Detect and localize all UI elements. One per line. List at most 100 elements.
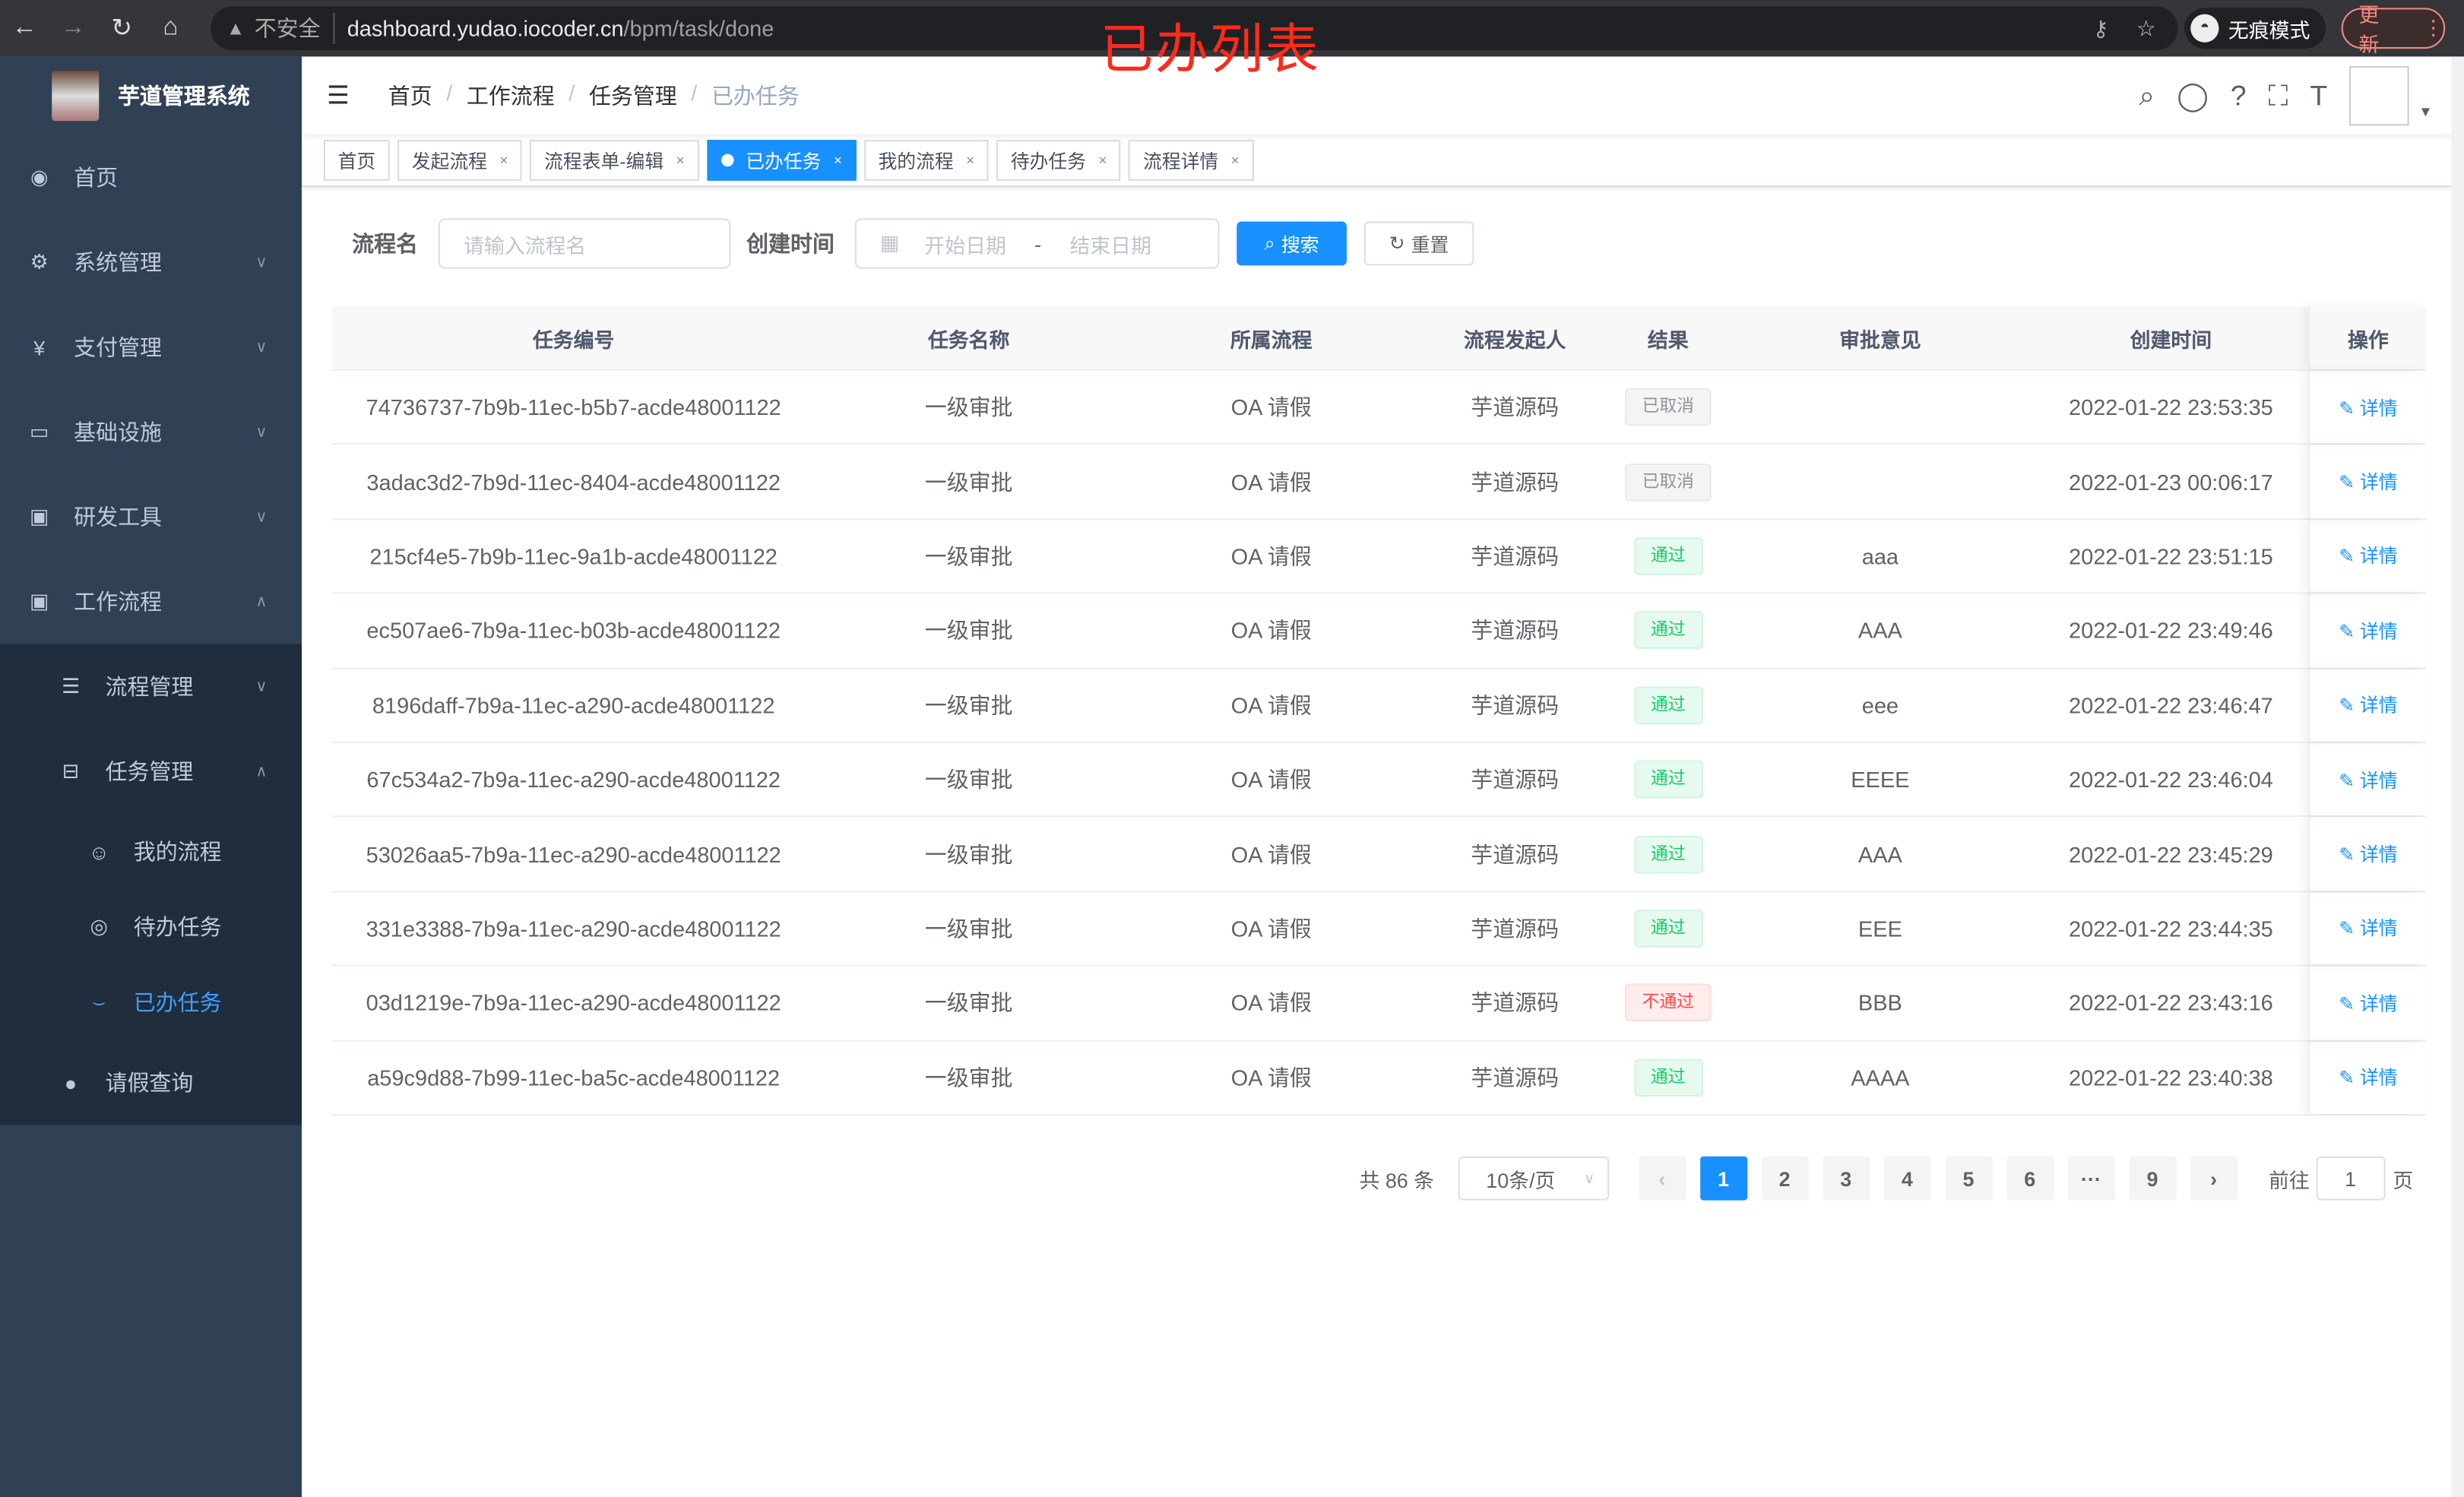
sidebar-item-infra[interactable]: ▭ 基础设施 ∨ bbox=[0, 390, 302, 475]
caret-down-icon[interactable]: ▼ bbox=[2418, 103, 2433, 120]
close-icon[interactable]: × bbox=[499, 152, 508, 169]
column-header: 所属流程 bbox=[1230, 328, 1313, 352]
logo[interactable]: 芋道管理系统 bbox=[0, 56, 302, 135]
address-bar[interactable]: ▲ 不安全 dashboard.yudao.iocoder.cn/bpm/tas… bbox=[211, 6, 2178, 51]
detail-link[interactable]: ✎ 详情 bbox=[2339, 1064, 2397, 1090]
end-date[interactable]: 结束日期 bbox=[1069, 233, 1151, 258]
detail-link[interactable]: ✎ 详情 bbox=[2339, 915, 2397, 942]
detail-link[interactable]: ✎ 详情 bbox=[2339, 543, 2397, 569]
detail-label: 详情 bbox=[2359, 769, 2398, 792]
cell: 215cf4e5-7b9b-11ec-9a1b-acde48001122 bbox=[369, 543, 778, 569]
cell: 一级审批 bbox=[924, 841, 1013, 867]
sidebar-item-pay[interactable]: ¥ 支付管理 ∨ bbox=[0, 305, 302, 390]
cell: 2022-01-22 23:53:35 bbox=[2068, 394, 2273, 420]
page-button[interactable]: 3 bbox=[1822, 1156, 1870, 1201]
forward-icon[interactable]: → bbox=[60, 14, 86, 41]
search-icon[interactable]: ⌕ bbox=[2139, 79, 2155, 111]
page-button[interactable]: 6 bbox=[2006, 1156, 2054, 1201]
update-label: 更新 bbox=[2358, 3, 2380, 57]
page-button[interactable]: 1 bbox=[1699, 1156, 1747, 1201]
sidebar-item-devtools[interactable]: ▣ 研发工具 ∨ bbox=[0, 474, 302, 559]
hamburger-icon[interactable]: ☰ bbox=[327, 83, 350, 110]
close-icon[interactable]: × bbox=[1230, 152, 1240, 169]
page-button[interactable]: 4 bbox=[1883, 1156, 1931, 1201]
page-button[interactable]: 2 bbox=[1761, 1156, 1809, 1201]
app-title: 芋道管理系统 bbox=[118, 83, 250, 109]
sidebar-item-my-process[interactable]: ☺ 我的流程 bbox=[0, 814, 302, 889]
list-icon: ☰ bbox=[61, 674, 81, 698]
close-icon[interactable]: × bbox=[676, 152, 685, 169]
goto-page-input[interactable]: 1 bbox=[2316, 1156, 2386, 1201]
avatar[interactable] bbox=[2349, 65, 2409, 126]
tag-4[interactable]: 我的流程 × bbox=[863, 140, 989, 181]
menu-label: 请假查询 bbox=[105, 1070, 194, 1096]
github-icon[interactable]: ◯ bbox=[2177, 79, 2209, 111]
table-row: 74736737-7b9b-11ec-b5b7-acde48001122 一级审批… bbox=[331, 370, 2427, 445]
next-page-button[interactable]: › bbox=[2190, 1156, 2238, 1201]
sidebar-item-workflow[interactable]: ▣ 工作流程 ∧ bbox=[0, 559, 302, 644]
start-date[interactable]: 开始日期 bbox=[924, 233, 1006, 258]
breadcrumb-item[interactable]: 首页 bbox=[388, 83, 432, 109]
sidebar-item-process-manage[interactable]: ☰ 流程管理 ∨ bbox=[0, 644, 302, 730]
goto-label: 前往 bbox=[2268, 1168, 2310, 1192]
page-size-value: 10条/页 bbox=[1486, 1168, 1556, 1192]
detail-link[interactable]: ✎ 详情 bbox=[2339, 617, 2397, 644]
page-button[interactable]: 5 bbox=[1945, 1156, 1993, 1201]
sidebar: 芋道管理系统 ◉ 首页 ⚙ 系统管理 ∨ ¥ 支付管理 ∨ ▭ 基础设施 ∨ ▣ 研发工具 ∨ ▣… bbox=[0, 56, 302, 1497]
cell: 2022-01-22 23:49:46 bbox=[2068, 618, 2273, 644]
cell: 3adac3d2-7b9d-11ec-8404-acde48001122 bbox=[366, 469, 781, 495]
breadcrumb-item[interactable]: 任务管理 bbox=[588, 83, 677, 109]
prev-page-button[interactable]: ‹ bbox=[1638, 1156, 1686, 1201]
page-button[interactable]: ··· bbox=[2067, 1156, 2115, 1201]
home-icon[interactable]: ⌂ bbox=[163, 14, 179, 41]
font-size-icon[interactable]: T bbox=[2310, 79, 2328, 111]
sidebar-item-system[interactable]: ⚙ 系统管理 ∨ bbox=[0, 220, 302, 305]
tag-2[interactable]: 流程表单-编辑 × bbox=[530, 140, 699, 181]
range-separator: - bbox=[1034, 231, 1042, 255]
tag-1[interactable]: 发起流程 × bbox=[397, 140, 523, 181]
search-button[interactable]: ⌕ 搜索 bbox=[1237, 221, 1347, 266]
edit-icon: ✎ bbox=[2339, 695, 2360, 717]
detail-label: 详情 bbox=[2359, 695, 2398, 717]
sidebar-item-home[interactable]: ◉ 首页 bbox=[0, 135, 302, 220]
close-icon[interactable]: × bbox=[1098, 152, 1107, 169]
reload-icon[interactable]: ↻ bbox=[111, 15, 133, 43]
incognito-badge[interactable]: ◓ 无痕模式 bbox=[2184, 8, 2326, 49]
date-range-picker[interactable]: ▦ 开始日期 - 结束日期 bbox=[854, 218, 1220, 269]
star-icon[interactable]: ☆ bbox=[2136, 14, 2156, 40]
cell: 53026aa5-7b9a-11ec-a290-acde48001122 bbox=[366, 841, 781, 867]
tag-6[interactable]: 流程详情 × bbox=[1129, 140, 1254, 181]
cell: 芋道源码 bbox=[1471, 469, 1560, 495]
detail-link[interactable]: ✎ 详情 bbox=[2339, 989, 2397, 1016]
update-button[interactable]: 更新 ⋮ bbox=[2341, 3, 2446, 56]
done-task-table: 任务编号 任务名称 所属流程 流程发起人 结果 审批意见 创建时间 操作 74736737-7b… bbox=[331, 306, 2427, 1116]
column-header: 操作 bbox=[2308, 306, 2426, 369]
detail-link[interactable]: ✎ 详情 bbox=[2339, 394, 2397, 420]
close-icon[interactable]: × bbox=[834, 152, 842, 169]
back-icon[interactable]: ← bbox=[11, 14, 37, 41]
scrollbar[interactable] bbox=[2451, 56, 2464, 1497]
cell: 74736737-7b9b-11ec-b5b7-acde48001122 bbox=[366, 394, 781, 420]
sidebar-item-todo[interactable]: ◎ 待办任务 bbox=[0, 889, 302, 964]
reset-button[interactable]: ↻ 重置 bbox=[1363, 221, 1474, 266]
page-size-select[interactable]: 10条/页 ∨ bbox=[1458, 1156, 1609, 1201]
fullscreen-icon[interactable]: ⛶ bbox=[2268, 79, 2288, 111]
close-icon[interactable]: × bbox=[966, 152, 975, 169]
sidebar-item-done[interactable]: ⌣ 已办任务 bbox=[0, 965, 302, 1040]
tag-0[interactable]: 首页 bbox=[323, 140, 390, 181]
sidebar-item-task-manage[interactable]: ⊟ 任务管理 ∧ bbox=[0, 729, 302, 814]
page-button[interactable]: 9 bbox=[2128, 1156, 2176, 1201]
key-icon[interactable]: ⚷ bbox=[2092, 14, 2109, 40]
detail-link[interactable]: ✎ 详情 bbox=[2339, 468, 2397, 495]
detail-link[interactable]: ✎ 详情 bbox=[2339, 766, 2397, 793]
detail-link[interactable]: ✎ 详情 bbox=[2339, 840, 2397, 867]
sidebar-item-leave[interactable]: ● 请假查询 bbox=[0, 1040, 302, 1125]
tag-3[interactable]: 已办任务 × bbox=[706, 140, 857, 181]
create-time-label: 创建时间 bbox=[746, 230, 835, 257]
help-icon[interactable]: ? bbox=[2230, 79, 2247, 111]
tag-5[interactable]: 待办任务 × bbox=[996, 140, 1122, 181]
detail-link[interactable]: ✎ 详情 bbox=[2339, 692, 2397, 718]
process-name-input[interactable]: 请输入流程名 bbox=[438, 218, 731, 269]
breadcrumb-item[interactable]: 工作流程 bbox=[466, 83, 555, 109]
incognito-icon: ◓ bbox=[2190, 14, 2219, 43]
